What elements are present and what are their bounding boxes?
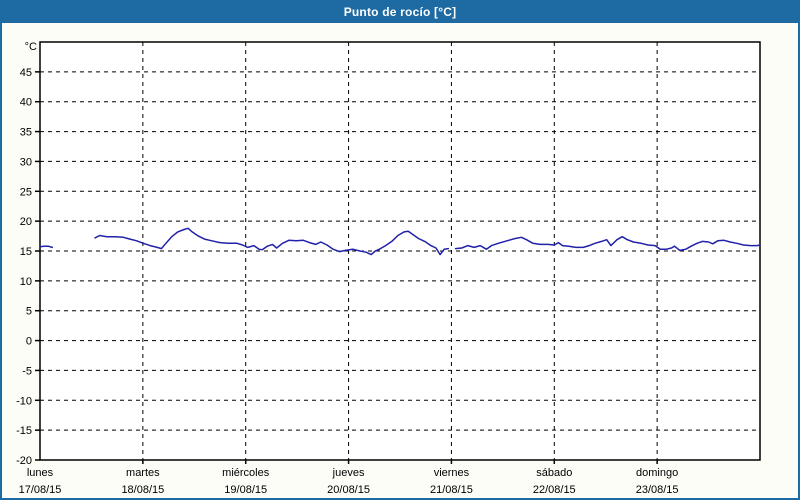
svg-text:30: 30	[20, 156, 32, 168]
svg-text:jueves: jueves	[332, 467, 365, 479]
svg-text:martes: martes	[126, 467, 160, 479]
svg-text:21/08/15: 21/08/15	[430, 484, 473, 496]
svg-text:22/08/15: 22/08/15	[533, 484, 576, 496]
svg-text:-10: -10	[16, 395, 32, 407]
svg-text:20/08/15: 20/08/15	[327, 484, 370, 496]
svg-text:domingo: domingo	[636, 467, 678, 479]
svg-text:17/08/15: 17/08/15	[19, 484, 62, 496]
svg-text:°C: °C	[25, 41, 37, 53]
svg-text:-20: -20	[16, 455, 32, 467]
svg-text:45: 45	[20, 67, 32, 79]
svg-text:lunes: lunes	[27, 467, 54, 479]
svg-text:-15: -15	[16, 425, 32, 437]
svg-text:20: 20	[20, 216, 32, 228]
svg-text:15: 15	[20, 246, 32, 258]
svg-text:19/08/15: 19/08/15	[224, 484, 267, 496]
svg-text:sábado: sábado	[536, 467, 572, 479]
svg-text:10: 10	[20, 276, 32, 288]
svg-text:0: 0	[26, 336, 32, 348]
svg-text:25: 25	[20, 186, 32, 198]
chart-title: Punto de rocío [°C]	[2, 2, 798, 23]
svg-text:viernes: viernes	[434, 467, 470, 479]
svg-text:23/08/15: 23/08/15	[636, 484, 679, 496]
svg-text:-5: -5	[22, 365, 32, 377]
svg-text:40: 40	[20, 97, 32, 109]
svg-text:miércoles: miércoles	[222, 467, 270, 479]
svg-text:35: 35	[20, 127, 32, 139]
svg-text:5: 5	[26, 306, 32, 318]
svg-text:18/08/15: 18/08/15	[121, 484, 164, 496]
